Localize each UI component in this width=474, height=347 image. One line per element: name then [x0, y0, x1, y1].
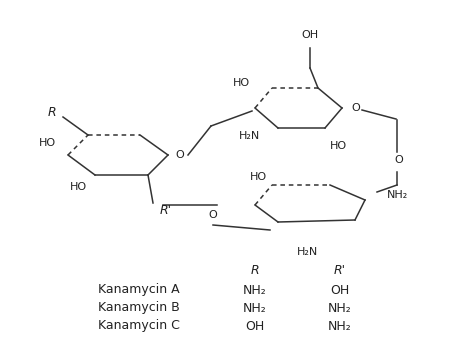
Text: H₂N: H₂N	[297, 247, 319, 257]
Text: OH: OH	[246, 320, 264, 332]
Text: NH₂: NH₂	[387, 190, 408, 200]
Text: R: R	[47, 105, 56, 118]
Text: O: O	[395, 155, 403, 165]
Text: R: R	[251, 263, 259, 277]
Text: HO: HO	[330, 141, 347, 151]
Text: NH₂: NH₂	[328, 320, 352, 332]
Text: R': R'	[334, 263, 346, 277]
Text: O: O	[176, 150, 184, 160]
Text: OH: OH	[330, 283, 350, 296]
Text: H₂N: H₂N	[239, 131, 260, 141]
Text: R': R'	[160, 203, 172, 217]
Text: OH: OH	[301, 30, 319, 40]
Text: NH₂: NH₂	[243, 283, 267, 296]
Text: O: O	[209, 210, 218, 220]
Text: O: O	[352, 103, 360, 113]
Text: HO: HO	[233, 78, 250, 88]
Text: NH₂: NH₂	[328, 302, 352, 314]
Text: Kanamycin C: Kanamycin C	[98, 320, 180, 332]
Text: Kanamycin B: Kanamycin B	[98, 302, 180, 314]
Text: HO: HO	[70, 182, 87, 192]
Text: Kanamycin A: Kanamycin A	[98, 283, 180, 296]
Text: HO: HO	[250, 172, 267, 182]
Text: NH₂: NH₂	[243, 302, 267, 314]
Text: HO: HO	[39, 138, 56, 148]
